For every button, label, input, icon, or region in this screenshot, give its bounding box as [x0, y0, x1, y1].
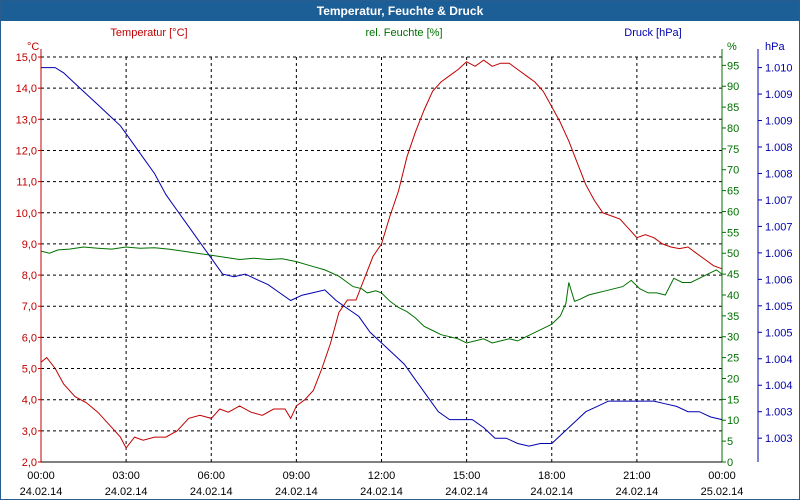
humidity-tick-label: 20	[727, 373, 739, 385]
humidity-tick-label: 55	[727, 227, 739, 239]
temperature-tick-label: 12,0	[16, 145, 37, 157]
temperature-tick-label: 10,0	[16, 208, 37, 220]
temperature-tick-label: 15,0	[16, 52, 37, 64]
humidity-tick-label: 45	[727, 269, 739, 281]
humidity-tick-label: 30	[727, 332, 739, 344]
humidity-tick-label: 50	[727, 248, 739, 260]
x-tick-date: 24.02.14	[105, 486, 148, 498]
pressure-tick-label: 1.006	[765, 274, 793, 286]
labels-group: 00:00 24.02.14 03:00 24.02.14 06:00 24.02.14 0…	[16, 27, 793, 498]
humidity-tick-label: 70	[727, 165, 739, 177]
x-tick-time: 15:00	[453, 470, 481, 482]
temperature-tick-label: 5,0	[22, 364, 37, 376]
x-tick-time: 18:00	[538, 470, 566, 482]
temperature-tick-label: 13,0	[16, 114, 37, 126]
humidity-tick-label: 80	[727, 123, 739, 135]
humidity-tick-label: 90	[727, 81, 739, 93]
temperature-tick-label: 2,0	[22, 457, 37, 469]
pressure-tick-label: 1.007	[765, 195, 793, 207]
pressure-tick-label: 1.003	[765, 433, 793, 445]
humidity-tick-label: 75	[727, 144, 739, 156]
pressure-unit-label: hPa	[765, 41, 785, 53]
grid-lines	[41, 56, 722, 463]
x-tick-date: 24.02.14	[360, 486, 403, 498]
humidity-axis-title: rel. Feuchte [%]	[365, 27, 442, 39]
x-tick-date: 24.02.14	[615, 486, 658, 498]
x-tick-time: 09:00	[283, 470, 311, 482]
humidity-tick-label: 65	[727, 186, 739, 198]
chart-canvas: 00:00 24.02.14 03:00 24.02.14 06:00 24.02.14 0…	[16, 27, 793, 498]
temperature-tick-label: 9,0	[22, 239, 37, 251]
x-tick-date: 25.02.14	[701, 486, 744, 498]
pressure-tick-label: 1.005	[765, 327, 793, 339]
pressure-axis-title: Druck [hPa]	[624, 27, 681, 39]
x-tick-time: 00:00	[27, 470, 55, 482]
humidity-tick-label: 40	[727, 290, 739, 302]
x-tick-time: 03:00	[112, 470, 140, 482]
temperature-tick-label: 7,0	[22, 301, 37, 313]
humidity-tick-label: 25	[727, 353, 739, 365]
humidity-tick-label: 15	[727, 394, 739, 406]
humidity-unit-label: %	[727, 41, 737, 53]
humidity-tick-label: 60	[727, 206, 739, 218]
x-tick-date: 24.02.14	[275, 486, 318, 498]
pressure-tick-label: 1.004	[765, 380, 793, 392]
pressure-tick-label: 1.009	[765, 116, 793, 128]
pressure-tick-label: 1.010	[765, 63, 793, 75]
pressure-series-line	[41, 67, 723, 447]
pressure-tick-label: 1.004	[765, 354, 793, 366]
temperature-tick-label: 4,0	[22, 395, 37, 407]
pressure-tick-label: 1.009	[765, 89, 793, 101]
pressure-tick-label: 1.008	[765, 142, 793, 154]
pressure-tick-label: 1.005	[765, 301, 793, 313]
x-tick-date: 24.02.14	[445, 486, 488, 498]
humidity-tick-label: 0	[727, 457, 733, 469]
pressure-tick-label: 1.008	[765, 168, 793, 180]
x-tick-date: 24.02.14	[530, 486, 573, 498]
temperature-series-line	[40, 59, 723, 449]
pressure-tick-label: 1.003	[765, 407, 793, 419]
humidity-tick-label: 10	[727, 415, 739, 427]
temperature-unit-label: °C	[27, 41, 39, 53]
temperature-axis-title: Temperatur [°C]	[110, 27, 187, 39]
humidity-series-line	[40, 246, 723, 344]
pressure-tick-label: 1.007	[765, 221, 793, 233]
temperature-tick-label: 6,0	[22, 332, 37, 344]
temperature-tick-label: 8,0	[22, 270, 37, 282]
humidity-tick-label: 5	[727, 436, 733, 448]
axes	[38, 49, 762, 463]
series-group	[40, 59, 723, 449]
x-tick-time: 12:00	[368, 470, 396, 482]
x-tick-date: 24.02.14	[190, 486, 233, 498]
x-tick-time: 00:00	[708, 470, 736, 482]
x-tick-time: 06:00	[197, 470, 225, 482]
temperature-tick-label: 3,0	[22, 426, 37, 438]
temperature-tick-label: 11,0	[16, 177, 37, 189]
humidity-tick-label: 85	[727, 102, 739, 114]
temperature-tick-label: 14,0	[16, 83, 37, 95]
x-tick-time: 21:00	[623, 470, 651, 482]
humidity-tick-label: 95	[727, 60, 739, 72]
pressure-tick-label: 1.006	[765, 248, 793, 260]
x-tick-date: 24.02.14	[20, 486, 63, 498]
humidity-tick-label: 35	[727, 311, 739, 323]
chart-title: Temperatur, Feuchte & Druck	[1, 1, 799, 21]
